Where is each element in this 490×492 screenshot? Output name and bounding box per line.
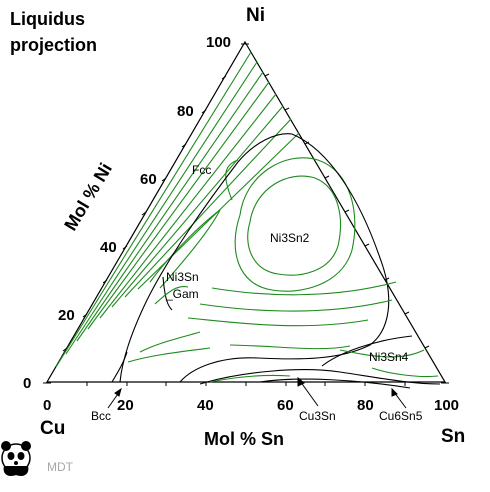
bottom-tick-label-100: 100 xyxy=(434,397,459,414)
left-tick-label-20: 20 xyxy=(58,307,75,324)
fcc-isotherms xyxy=(55,51,300,368)
diagram-title-line-1: Liquidus xyxy=(10,9,85,29)
vertex-label-sn: Sn xyxy=(441,426,465,447)
lower-isotherms xyxy=(127,281,439,383)
bottom-tick-label-0: 0 xyxy=(43,397,51,414)
left-tick-label-100: 100 xyxy=(206,34,231,51)
axis-tick-marks xyxy=(43,43,449,386)
phase-label-cu6sn5: Cu6Sn5 xyxy=(379,409,423,423)
bottom-tick-label-80: 80 xyxy=(357,397,374,414)
diagram-title-line-2: projection xyxy=(10,35,97,55)
phase-label-ni3sn2: Ni3Sn2 xyxy=(270,231,310,245)
phase-label-ni3sn4: Ni3Sn4 xyxy=(369,350,409,364)
left-tick-label-40: 40 xyxy=(100,239,117,256)
bottom-tick-label-40: 40 xyxy=(197,397,214,414)
phase-label-cu3sn: Cu3Sn xyxy=(299,409,336,423)
phase-label-bcc: Bcc xyxy=(91,409,111,423)
phase-label-ni3sn-line1: Ni3Sn xyxy=(166,270,199,284)
phase-label-fcc: Fcc xyxy=(192,163,211,177)
label-pointer-arrows xyxy=(107,376,407,409)
vertex-label-cu: Cu xyxy=(40,418,65,439)
vertex-label-ni: Ni xyxy=(246,5,265,26)
phase-label-ni3sn-line2: _Gam xyxy=(165,287,199,301)
left-tick-label-80: 80 xyxy=(177,103,194,120)
bottom-tick-label-60: 60 xyxy=(277,397,294,414)
bottom-tick-label-20: 20 xyxy=(117,397,134,414)
left-tick-label-60: 60 xyxy=(140,171,157,188)
left-axis-title: Mol % Ni xyxy=(60,159,116,234)
ni3sn2-isotherms xyxy=(234,157,356,292)
panda-icon xyxy=(1,441,31,476)
bottom-axis-title: Mol % Sn xyxy=(204,429,284,449)
left-tick-label-0: 0 xyxy=(23,375,31,392)
phase-boundaries xyxy=(111,133,441,389)
ternary-triangle-frame xyxy=(45,40,447,383)
watermark-text: MDT xyxy=(47,460,74,474)
